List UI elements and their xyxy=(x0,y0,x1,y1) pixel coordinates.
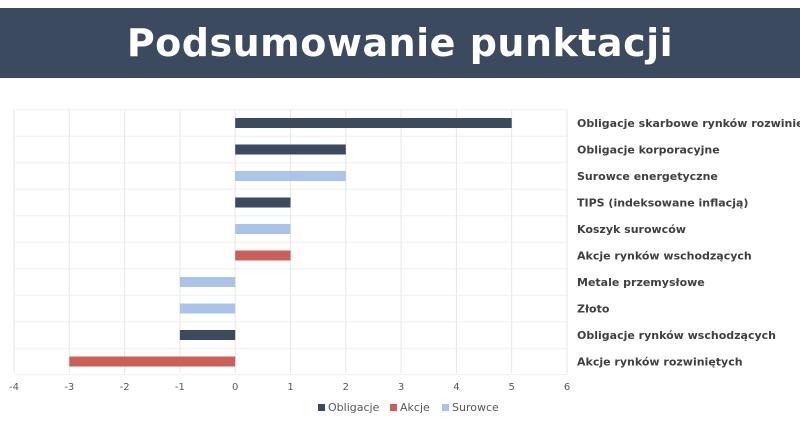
category-labels: Obligacje skarbowe rynków rozwiniętych Ob… xyxy=(577,117,800,369)
category-label: Akcje rynków wschodzących xyxy=(577,250,752,263)
legend-swatch xyxy=(390,404,397,411)
category-label: Złoto xyxy=(577,303,610,316)
bar xyxy=(235,118,512,128)
bar xyxy=(179,303,236,314)
x-axis-ticks: -4 -3 -2 -1 0 1 2 3 4 5 6 xyxy=(9,382,570,393)
bar xyxy=(235,224,291,234)
bar xyxy=(235,144,346,155)
x-tick-label: -1 xyxy=(175,382,185,393)
x-tick-label: 5 xyxy=(509,382,515,393)
x-tick-label: 3 xyxy=(398,382,404,393)
x-tick-label: 4 xyxy=(453,382,459,393)
category-label: Koszyk surowców xyxy=(577,223,686,236)
legend-swatch xyxy=(442,404,449,411)
bar xyxy=(179,330,236,340)
category-label: TIPS (indeksowane inflacją) xyxy=(577,197,748,210)
page-title: Podsumowanie punktacji xyxy=(126,21,674,65)
chart-legend: Obligacje Akcje Surowce xyxy=(318,401,499,414)
title-banner: Podsumowanie punktacji xyxy=(0,8,800,78)
x-tick-label: 0 xyxy=(232,382,238,393)
category-label: Metale przemysłowe xyxy=(577,276,705,289)
category-label: Obligacje korporacyjne xyxy=(577,144,720,157)
x-tick-label: -4 xyxy=(9,382,19,393)
category-label: Obligacje rynków wschodzących xyxy=(577,329,776,342)
legend-label: Akcje xyxy=(400,401,430,414)
category-label: Obligacje skarbowe rynków rozwiniętych xyxy=(577,117,800,130)
legend-label: Surowce xyxy=(452,401,499,414)
x-tick-label: -3 xyxy=(64,382,74,393)
x-tick-label: 2 xyxy=(343,382,349,393)
bar xyxy=(235,250,291,261)
legend-label: Obligacje xyxy=(328,401,380,414)
bar xyxy=(235,171,346,181)
category-label: Surowce energetyczne xyxy=(577,170,718,183)
legend-swatch xyxy=(318,404,325,411)
x-tick-label: 1 xyxy=(287,382,293,393)
bar xyxy=(69,356,236,367)
chart-bars xyxy=(69,118,512,367)
bar xyxy=(179,277,236,287)
x-tick-label: 6 xyxy=(564,382,570,393)
x-tick-label: -2 xyxy=(120,382,130,393)
category-label: Akcje rynków rozwiniętych xyxy=(577,356,743,369)
bar xyxy=(235,197,291,208)
